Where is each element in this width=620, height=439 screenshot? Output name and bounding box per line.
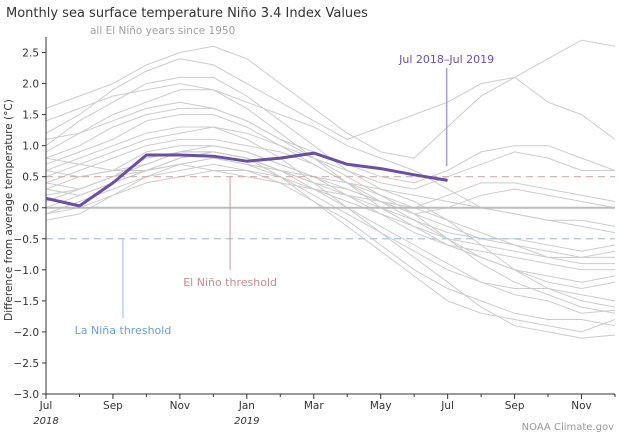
x-tick-label: Sep [103,400,123,412]
background-series-line [45,157,616,314]
background-series-line [45,83,616,290]
el-nino-threshold-label: El Niño threshold [183,276,277,289]
x-tick-year-label: 2018 [33,416,58,427]
y-tick-label: −1.5 [14,296,40,308]
background-series-line [45,163,616,327]
la-nina-threshold-label: La Niña threshold [75,324,172,337]
x-tick-label: Sep [505,400,525,412]
background-series-line [45,39,616,159]
background-series-line [45,138,615,265]
y-tick-label: 1.5 [22,110,39,122]
y-tick-label: 1.0 [22,141,39,153]
x-tick-label: May [370,400,392,412]
x-tick-label: Nov [571,400,592,412]
x-tick-year-label: 2019 [234,416,259,427]
x-tick-label: Mar [304,400,324,412]
y-tick-label: 2.5 [22,48,39,60]
background-series-line [45,163,615,258]
background-series-line [45,145,616,215]
background-series-line [45,151,616,227]
y-tick-label: 2.0 [22,79,39,91]
background-series-line [45,58,616,140]
x-tick-label: Jan [238,400,255,412]
y-tick-label: −3.0 [14,389,40,401]
background-series-line [45,107,616,314]
y-tick-label: 0.0 [22,203,39,215]
y-tick-label: −2.5 [14,358,40,370]
y-tick-label: −2.0 [14,327,40,339]
background-series-label: all El Niño years since 1950 [90,25,235,37]
background-series-line [45,151,616,333]
x-tick-label: Jul [440,400,454,412]
y-axis-label: Difference from average temperature (°C) [3,99,15,321]
background-series-line [45,169,616,258]
y-tick-label: −0.5 [14,234,40,246]
x-tick-label: Jul [39,400,53,412]
y-tick-label: 0.5 [22,172,39,184]
credit: NOAA Climate.gov [522,422,614,433]
x-tick-label: Nov [170,400,191,412]
chart-title: Monthly sea surface temperature Niño 3.4… [6,6,368,21]
highlight-series-line [45,151,448,208]
y-tick-label: −1.0 [14,265,40,277]
background-series-line [45,157,616,209]
background-series-line [45,126,615,190]
highlight-series-label: Jul 2018–Jul 2019 [398,53,494,66]
